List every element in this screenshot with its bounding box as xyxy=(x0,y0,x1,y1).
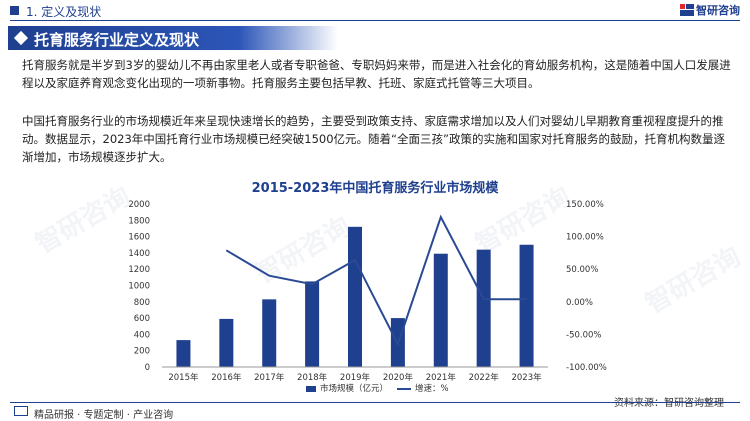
x-tick-label: 2019年 xyxy=(340,372,371,383)
y-left-tick: 1200 xyxy=(128,265,150,275)
footer-text: 精品研报 · 专题定制 · 产业咨询 xyxy=(34,410,174,421)
y-left-tick: 600 xyxy=(134,314,150,324)
title-banner: 托育服务行业定义及现状 xyxy=(8,26,338,50)
bar-2021年 xyxy=(433,253,448,367)
bar-2017年 xyxy=(262,299,277,367)
y-left-tick: 400 xyxy=(134,330,150,340)
section-marker xyxy=(10,6,19,15)
x-tick-label: 2015年 xyxy=(168,372,199,383)
bar-2018年 xyxy=(305,281,320,367)
x-tick-label: 2017年 xyxy=(254,372,285,383)
section-label: 1. 定义及现状 xyxy=(26,5,102,19)
growth-rate-line xyxy=(225,214,527,347)
source-note: 资料来源：智研咨询整理 xyxy=(614,398,724,409)
footer: 精品研报 · 专题定制 · 产业咨询 xyxy=(0,402,750,421)
page-title: 托育服务行业定义及现状 xyxy=(34,31,200,49)
x-tick-label: 2016年 xyxy=(211,372,242,383)
x-tick-label: 2023年 xyxy=(511,372,542,383)
y-right-tick: 0.00% xyxy=(566,298,593,308)
y-left-tick: 2000 xyxy=(128,200,150,210)
bar-2015年 xyxy=(176,340,191,367)
x-tick-label: 2022年 xyxy=(469,372,500,383)
intro-paragraph: 托育服务就是半岁到3岁的婴幼儿不再由家里老人或者专职爸爸、专职妈妈来带，而是进入… xyxy=(22,58,731,90)
brand-logo-icon xyxy=(680,4,694,16)
y-right-tick: -50.00% xyxy=(566,330,601,340)
y-right-tick: -100.00% xyxy=(566,363,607,373)
x-tick-label: 2018年 xyxy=(297,372,328,383)
x-tick-label: 2021年 xyxy=(426,372,457,383)
x-tick-label: 2020年 xyxy=(383,372,414,383)
footer-divider xyxy=(10,402,740,403)
bar-2023年 xyxy=(519,244,534,367)
legend-bar-label: 市场规模（亿元） xyxy=(320,383,388,394)
diamond-icon xyxy=(13,30,29,46)
y-right-tick: 150.00% xyxy=(566,200,604,210)
brand-logo: 智研咨询 xyxy=(680,2,740,18)
legend-line-label: 增速：% xyxy=(415,383,449,394)
y-left-tick: 1800 xyxy=(128,216,150,226)
y-left-tick: 200 xyxy=(134,347,150,357)
y-left-tick: 800 xyxy=(134,298,150,308)
y-left-tick: 1400 xyxy=(128,249,150,259)
top-bar: 1. 定义及现状 xyxy=(0,0,750,22)
legend-bar-swatch xyxy=(306,386,316,392)
y-left-tick: 1600 xyxy=(128,233,150,243)
market-paragraph: 中国托育服务行业的市场规模近年来呈现快速增长的趋势，主要受到政策支持、家庭需求增… xyxy=(22,114,725,164)
bar-2022年 xyxy=(476,249,491,367)
y-right-tick: 50.00% xyxy=(566,265,598,275)
y-left-tick: 0 xyxy=(145,363,150,373)
report-icon xyxy=(14,406,28,416)
market-size-chart: 0 200 400 600 800 1000 1200 1400 1600 1800 2000 -1… xyxy=(128,200,607,394)
bar-2016年 xyxy=(219,318,234,367)
brand-name: 智研咨询 xyxy=(696,4,740,17)
top-divider xyxy=(10,20,740,21)
y-right-tick: 100.00% xyxy=(566,233,604,243)
chart-title: 2015-2023年中国托育服务行业市场规模 xyxy=(251,181,499,196)
y-left-tick: 1000 xyxy=(128,282,150,292)
bar-2019年 xyxy=(348,226,362,367)
